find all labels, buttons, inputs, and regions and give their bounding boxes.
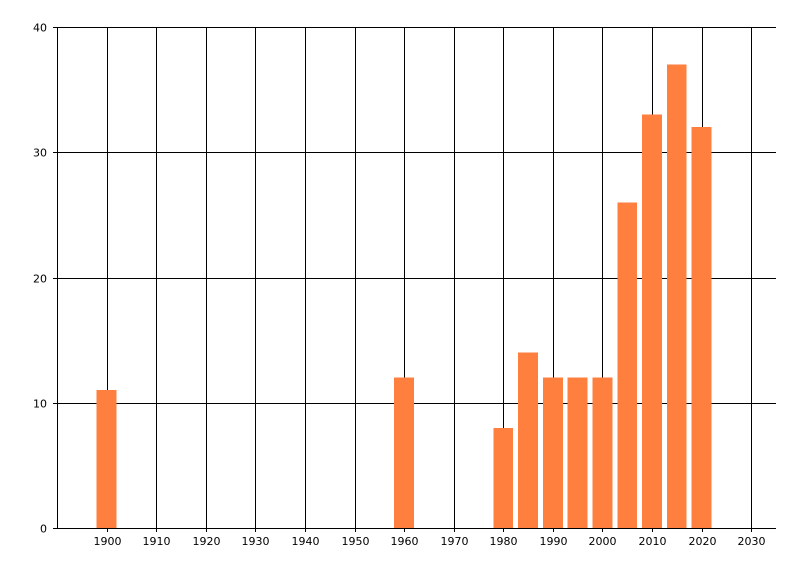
bar-1980 (493, 427, 514, 528)
y-tick-label: 0 (40, 523, 47, 536)
bar-1960 (394, 377, 415, 528)
x-tick-label: 1990 (540, 535, 568, 548)
y-tick-label: 30 (33, 147, 47, 160)
x-tick-label: 1920 (193, 535, 221, 548)
bars-group (96, 64, 712, 529)
bar-1995 (567, 377, 588, 528)
y-axis-ticks: 0 10 20 30 40 (33, 22, 57, 536)
x-tick-label: 2020 (689, 535, 717, 548)
y-tick-label: 20 (33, 273, 47, 286)
x-tick-label: 1930 (242, 535, 270, 548)
x-tick-label: 2000 (589, 535, 617, 548)
x-tick-label: 1980 (490, 535, 518, 548)
x-tick-label: 2010 (639, 535, 667, 548)
x-tick-label: 1970 (441, 535, 469, 548)
axes-group (57, 27, 776, 529)
bar-2015 (666, 64, 687, 528)
x-tick-label: 1960 (391, 535, 419, 548)
x-tick-label: 1900 (94, 535, 122, 548)
x-tick-label: 1940 (292, 535, 320, 548)
bar-2000 (592, 377, 613, 528)
x-axis-ticks: 1900 1910 1920 1930 1940 1950 1960 1970 1980 1990… (94, 528, 766, 548)
bar-2020 (691, 127, 712, 528)
x-tick-label: 1950 (342, 535, 370, 548)
x-tick-label: 2030 (738, 535, 766, 548)
y-tick-label: 40 (33, 22, 47, 35)
bar-1990 (542, 377, 563, 528)
bar-2005 (617, 202, 638, 528)
y-tick-label: 10 (33, 398, 47, 411)
bar-1900 (96, 390, 117, 528)
x-tick-label: 1910 (143, 535, 171, 548)
bar-2010 (642, 114, 662, 529)
bar-1985 (518, 352, 538, 528)
